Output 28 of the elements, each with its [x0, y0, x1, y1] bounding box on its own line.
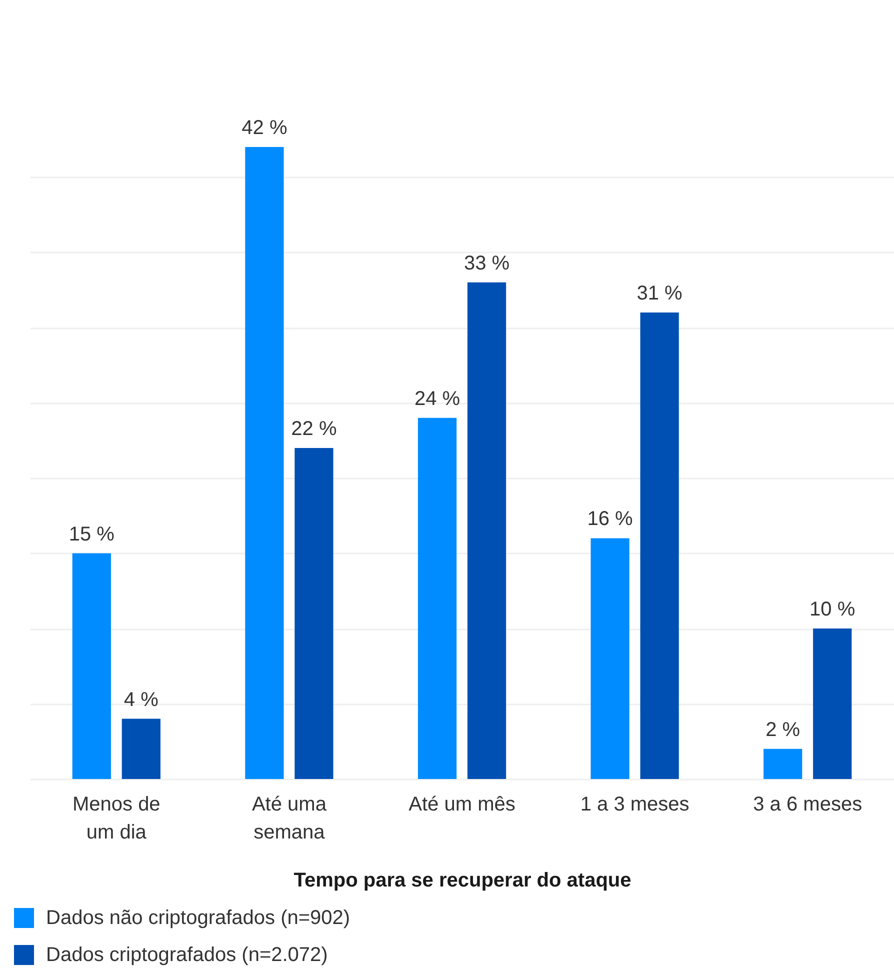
- bar: [122, 718, 160, 779]
- bar: [467, 282, 506, 779]
- legend-label: Dados não criptografados (n=902): [46, 907, 350, 929]
- bar: [813, 628, 852, 779]
- data-label: 33 %: [464, 252, 510, 274]
- bar: [245, 147, 284, 779]
- x-axis-title: Tempo para se recuperar do ataque: [294, 870, 632, 892]
- data-label: 2 %: [766, 718, 800, 741]
- x-tick-label: Até um mês: [408, 794, 516, 816]
- x-tick-label: 1 a 3 meses: [580, 794, 690, 816]
- data-label: 16 %: [587, 508, 634, 530]
- data-label: 31 %: [636, 282, 683, 305]
- bar: [294, 448, 334, 779]
- bar: [640, 312, 679, 779]
- x-tick-label: 3 a 6 meses: [753, 794, 862, 816]
- bar: [590, 538, 630, 779]
- data-label: 4 %: [124, 688, 159, 711]
- legend-label: Dados criptografados (n=2.072): [46, 944, 328, 966]
- data-label: 42 %: [242, 117, 288, 139]
- x-tick-label: Menos de um dia: [72, 794, 160, 844]
- bar: [764, 748, 802, 779]
- bar: [418, 418, 457, 779]
- bar: [72, 553, 111, 779]
- x-tick-label: Até uma semana: [252, 794, 328, 844]
- data-label: 24 %: [414, 388, 460, 410]
- data-label: 22 %: [291, 418, 337, 440]
- data-label: 10 %: [810, 598, 856, 621]
- data-label: 15 %: [68, 523, 115, 546]
